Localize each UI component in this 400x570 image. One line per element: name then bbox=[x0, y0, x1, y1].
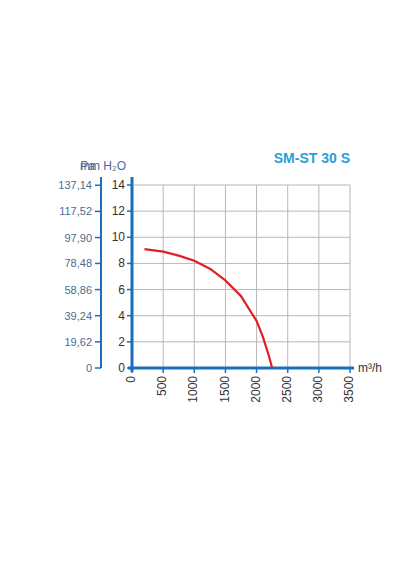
x-grid-line bbox=[256, 185, 257, 368]
y-tick bbox=[127, 315, 132, 317]
x-axis bbox=[128, 367, 354, 370]
x-grid-line bbox=[287, 185, 288, 368]
y-grid-line bbox=[132, 289, 350, 290]
y-axis bbox=[131, 177, 134, 372]
x-axis-title: m³/h bbox=[358, 361, 382, 375]
y2-tick-label: 0 bbox=[86, 362, 92, 374]
y-tick-label: 8 bbox=[118, 256, 125, 270]
x-tick bbox=[256, 368, 258, 373]
y2-tick bbox=[95, 263, 101, 265]
chart-title: SM-ST 30 S bbox=[274, 150, 350, 166]
y2-tick bbox=[95, 211, 101, 213]
x-grid-line bbox=[225, 185, 226, 368]
x-tick-label: 0 bbox=[124, 376, 138, 383]
y-tick-label: 0 bbox=[118, 361, 125, 375]
y-tick-label: 10 bbox=[112, 230, 126, 244]
y-axis-title: mm H₂O bbox=[80, 159, 126, 173]
y2-tick bbox=[95, 237, 101, 239]
y-tick-label: 6 bbox=[118, 283, 125, 297]
y2-tick-label: 58,86 bbox=[64, 284, 92, 296]
x-tick-label: 1500 bbox=[218, 376, 232, 403]
y-tick-label: 12 bbox=[112, 204, 126, 218]
x-tick-label: 3500 bbox=[342, 376, 356, 403]
y-grid-line bbox=[132, 341, 350, 342]
x-tick-label: 500 bbox=[155, 376, 169, 396]
x-tick-label: 3000 bbox=[311, 376, 325, 403]
y2-tick-label: 97,90 bbox=[64, 232, 92, 244]
y-tick-label: 4 bbox=[118, 309, 125, 323]
y-grid-line bbox=[132, 211, 350, 212]
x-tick bbox=[194, 368, 196, 373]
y2-tick bbox=[95, 367, 101, 369]
x-tick-label: 2000 bbox=[249, 376, 263, 403]
y-tick bbox=[127, 184, 132, 186]
y2-tick bbox=[95, 289, 101, 291]
y2-axis bbox=[100, 177, 102, 368]
x-tick bbox=[318, 368, 320, 373]
y2-tick-label: 39,24 bbox=[64, 310, 92, 322]
x-tick bbox=[349, 368, 351, 373]
y-grid-line bbox=[132, 185, 350, 186]
y-tick bbox=[127, 341, 132, 343]
x-grid-line bbox=[163, 185, 164, 368]
y-tick bbox=[127, 237, 132, 239]
y2-tick bbox=[95, 341, 101, 343]
y2-tick-label: 19,62 bbox=[64, 336, 92, 348]
x-tick-label: 1000 bbox=[186, 376, 200, 403]
y-grid-line bbox=[132, 237, 350, 238]
grid bbox=[132, 185, 350, 368]
y-tick bbox=[127, 289, 132, 291]
x-tick bbox=[162, 368, 164, 373]
chart: 0 2 4 6 8 10 12 14 0 19,62 39,24 58,86 78,48 97,90 117… bbox=[0, 0, 400, 570]
y-tick-label: 2 bbox=[118, 335, 125, 349]
plot-area bbox=[144, 249, 272, 368]
y-tick bbox=[127, 210, 132, 212]
y-tick bbox=[127, 263, 132, 265]
x-grid-line bbox=[350, 185, 351, 368]
x-grid-line bbox=[318, 185, 319, 368]
x-tick bbox=[225, 368, 227, 373]
y2-tick-label: 78,48 bbox=[64, 257, 92, 269]
curve bbox=[144, 249, 272, 368]
y2-tick bbox=[95, 185, 101, 187]
y-grid-line bbox=[132, 263, 350, 264]
y2-axis-title: Pa bbox=[80, 159, 95, 173]
y2-tick-label: 117,52 bbox=[59, 205, 92, 217]
x-tick bbox=[131, 368, 133, 373]
y-grid-line bbox=[132, 315, 350, 316]
y-tick-label: 14 bbox=[112, 178, 126, 192]
x-tick-label: 2500 bbox=[280, 376, 294, 403]
y2-tick bbox=[95, 315, 101, 317]
x-grid-line bbox=[194, 185, 195, 368]
x-tick bbox=[287, 368, 289, 373]
y2-tick-label: 137,14 bbox=[58, 179, 92, 191]
